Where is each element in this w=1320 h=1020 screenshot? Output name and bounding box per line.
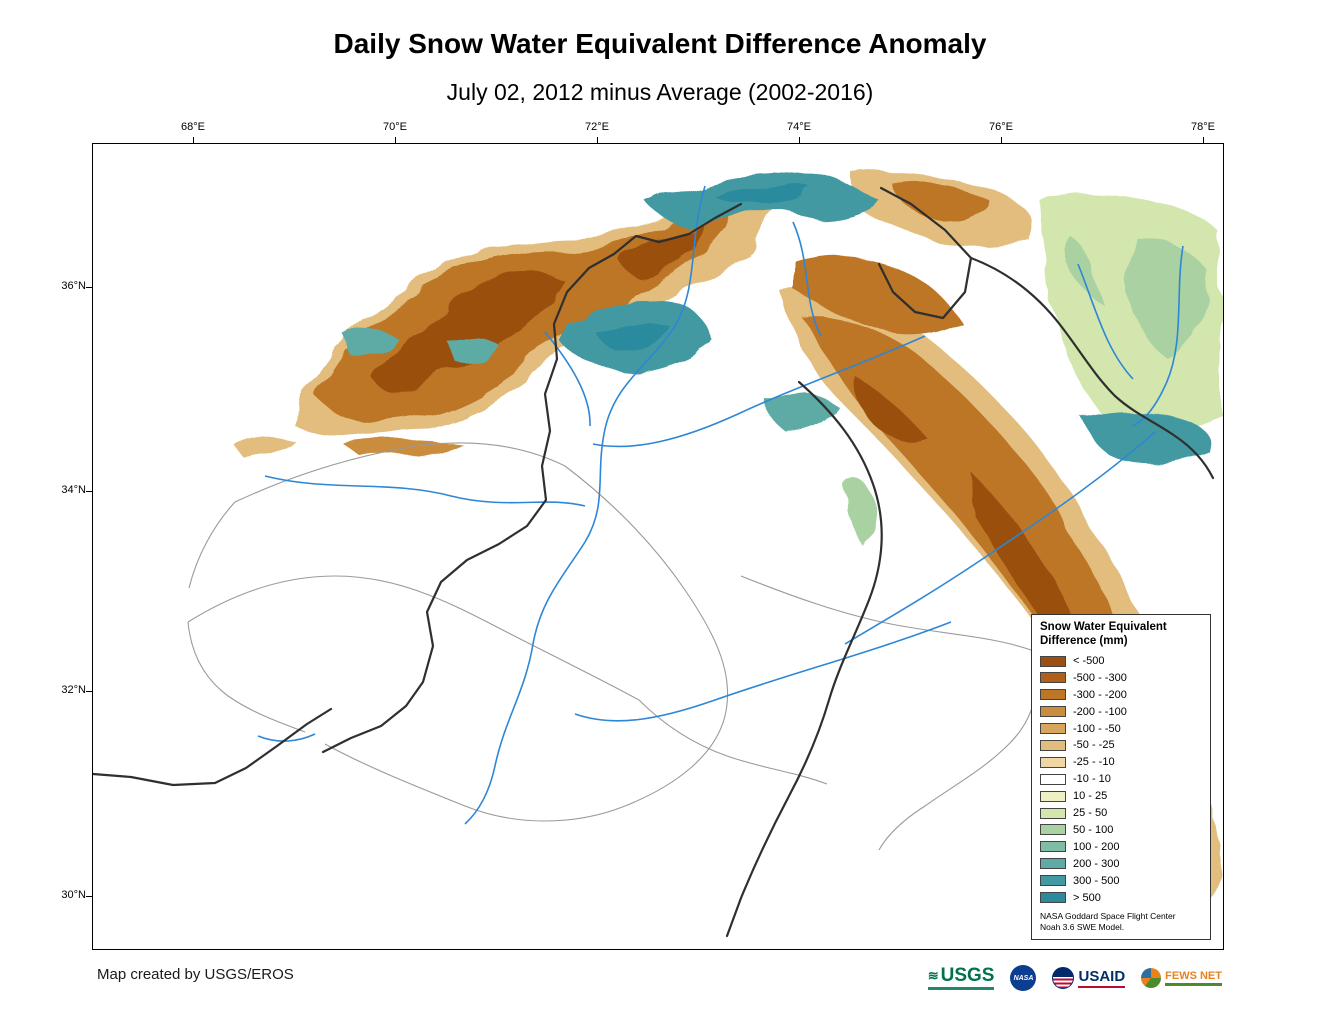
legend-color-swatch bbox=[1040, 807, 1066, 819]
legend-color-swatch bbox=[1040, 875, 1066, 887]
fewsnet-emblem-icon bbox=[1141, 968, 1162, 988]
legend-color-swatch bbox=[1040, 723, 1066, 735]
axis-tick bbox=[86, 287, 92, 288]
x-axis-label: 76°E bbox=[989, 121, 1013, 133]
country-borders bbox=[93, 186, 1215, 938]
axis-tick bbox=[799, 137, 800, 143]
legend-entry-label: 200 - 300 bbox=[1073, 857, 1120, 870]
axis-tick bbox=[395, 137, 396, 143]
legend-color-swatch bbox=[1040, 892, 1066, 903]
legend-color-swatch bbox=[1040, 655, 1066, 667]
agency-logos: ≋ USGS NASA USAID FEWS NET bbox=[927, 960, 1222, 996]
legend-entry-label: < -500 bbox=[1073, 655, 1105, 668]
usgs-logo-text: USGS bbox=[940, 965, 995, 986]
x-axis-label: 68°E bbox=[181, 121, 205, 133]
legend-entry: -300 - -200 bbox=[1040, 686, 1202, 703]
usgs-wave-icon: ≋ bbox=[927, 968, 939, 983]
legend-entry: -25 - -10 bbox=[1040, 754, 1202, 771]
legend-entry: 10 - 25 bbox=[1040, 788, 1202, 805]
fewsnet-tagline-bar bbox=[1165, 982, 1222, 986]
legend-color-swatch bbox=[1040, 858, 1066, 870]
fewsnet-logo-text: FEWS NET bbox=[1165, 969, 1222, 982]
axis-tick bbox=[597, 137, 598, 143]
legend-entry-label: -500 - -300 bbox=[1073, 671, 1127, 684]
legend-entry-label: -10 - 10 bbox=[1073, 773, 1111, 786]
legend-color-swatch bbox=[1040, 824, 1066, 836]
x-axis-label: 72°E bbox=[585, 121, 609, 133]
legend-entry-label: 25 - 50 bbox=[1073, 807, 1108, 820]
y-axis-label: 32°N bbox=[61, 684, 86, 696]
legend-entry: 50 - 100 bbox=[1040, 822, 1202, 839]
legend-entry: 200 - 300 bbox=[1040, 855, 1202, 872]
legend-entry: < -500 bbox=[1040, 653, 1202, 670]
legend-entry-label: -50 - -25 bbox=[1073, 739, 1115, 752]
legend-entry-label: 100 - 200 bbox=[1073, 840, 1120, 853]
page-title: Daily Snow Water Equivalent Difference A… bbox=[333, 28, 987, 59]
legend-color-swatch bbox=[1040, 689, 1066, 701]
legend-entry-label: -25 - -10 bbox=[1073, 756, 1115, 769]
legend-entry: -50 - -25 bbox=[1040, 737, 1202, 754]
fewsnet-logo: FEWS NET bbox=[1141, 968, 1222, 988]
nasa-logo-text: NASA bbox=[1013, 974, 1034, 982]
x-axis-label: 78°E bbox=[1191, 121, 1215, 133]
x-axis-label: 70°E bbox=[383, 121, 407, 133]
legend-title: Snow Water Equivalent Difference (mm) bbox=[1040, 621, 1167, 647]
usaid-logo-text: USAID bbox=[1078, 967, 1126, 985]
legend-color-swatch bbox=[1040, 773, 1066, 785]
legend-entry-label: -100 - -50 bbox=[1073, 722, 1121, 735]
axis-tick bbox=[1203, 137, 1204, 143]
legend-entry-label: -200 - -100 bbox=[1073, 705, 1127, 718]
nasa-logo: NASA bbox=[1010, 965, 1037, 991]
page-subtitle: July 02, 2012 minus Average (2002-2016) bbox=[446, 79, 874, 105]
legend-color-swatch bbox=[1040, 706, 1066, 718]
legend-entry-label: > 500 bbox=[1073, 891, 1101, 904]
legend-source-note: NASA Goddard Space Flight Center Noah 3.… bbox=[1040, 910, 1176, 932]
axis-tick bbox=[1001, 137, 1002, 143]
usaid-emblem-icon bbox=[1052, 967, 1075, 989]
terrain-positive-anomaly bbox=[343, 172, 1221, 546]
basin-boundaries bbox=[187, 442, 1037, 851]
legend-entry-label: 10 - 25 bbox=[1073, 790, 1108, 803]
axis-tick bbox=[86, 691, 92, 692]
usaid-logo: USAID bbox=[1052, 967, 1126, 989]
x-axis-label: 74°E bbox=[787, 121, 811, 133]
legend-entry: 25 - 50 bbox=[1040, 805, 1202, 822]
map-legend: Snow Water Equivalent Difference (mm) < … bbox=[1031, 614, 1211, 941]
legend-color-swatch bbox=[1040, 841, 1066, 853]
legend-entry: 100 - 200 bbox=[1040, 838, 1202, 855]
legend-entry-label: -300 - -200 bbox=[1073, 688, 1127, 701]
legend-color-swatch bbox=[1040, 672, 1066, 684]
axis-tick bbox=[86, 896, 92, 897]
legend-entry: > 500 bbox=[1040, 889, 1202, 906]
legend-color-swatch bbox=[1040, 739, 1066, 751]
y-axis-label: 36°N bbox=[61, 280, 86, 292]
legend-color-swatch bbox=[1040, 790, 1066, 802]
usgs-logo: ≋ USGS bbox=[927, 965, 995, 990]
map-canvas: Snow Water Equivalent Difference (mm) < … bbox=[92, 143, 1224, 950]
map-credit: Map created by USGS/EROS bbox=[97, 966, 294, 983]
usaid-tagline-bar bbox=[1078, 985, 1126, 988]
axis-tick bbox=[193, 137, 194, 143]
legend-entry: 300 - 500 bbox=[1040, 872, 1202, 889]
legend-color-swatch bbox=[1040, 756, 1066, 768]
usgs-tagline-bar bbox=[927, 987, 994, 990]
y-axis-label: 34°N bbox=[61, 484, 86, 496]
axis-tick bbox=[86, 491, 92, 492]
legend-entry-label: 50 - 100 bbox=[1073, 823, 1114, 836]
legend-entry: -200 - -100 bbox=[1040, 703, 1202, 720]
y-axis-label: 30°N bbox=[61, 889, 86, 901]
legend-entry: -10 - 10 bbox=[1040, 771, 1202, 788]
legend-entry: -100 - -50 bbox=[1040, 720, 1202, 737]
legend-entry-label: 300 - 500 bbox=[1073, 874, 1120, 887]
legend-entries: < -500 -500 - -300 -300 - -200 -200 - -100 -… bbox=[1040, 653, 1202, 906]
legend-entry: -500 - -300 bbox=[1040, 669, 1202, 686]
